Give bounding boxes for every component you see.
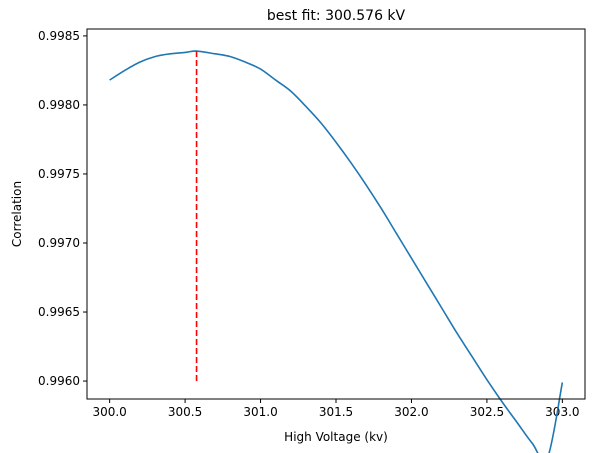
x-tick-label: 301.5 <box>319 405 353 419</box>
y-axis-label: Correlation <box>10 181 24 247</box>
y-tick-label: 0.9960 <box>38 374 80 388</box>
y-tick-label: 0.9985 <box>38 29 80 43</box>
series-line-0 <box>109 50 564 453</box>
chart-title: best fit: 300.576 kV <box>267 8 406 24</box>
x-tick-label: 300.0 <box>92 405 126 419</box>
x-tick-label: 301.0 <box>243 405 277 419</box>
plot-area: 300.0 300.5 301.0 301.5 302.0 302.5 303.0 0.996… <box>38 29 580 453</box>
x-tick-label: 302.5 <box>470 405 504 419</box>
y-tick-label: 0.9965 <box>38 305 80 319</box>
x-axis-label: High Voltage (kv) <box>284 430 388 444</box>
y-tick-label: 0.9980 <box>38 98 80 112</box>
x-tick-label: 302.0 <box>394 405 428 419</box>
x-tick-label: 300.5 <box>168 405 202 419</box>
x-tick-label: 303.0 <box>545 405 579 419</box>
axes-frame <box>86 28 586 400</box>
y-tick-label: 0.9970 <box>38 236 80 250</box>
y-tick-label: 0.9975 <box>38 167 80 181</box>
